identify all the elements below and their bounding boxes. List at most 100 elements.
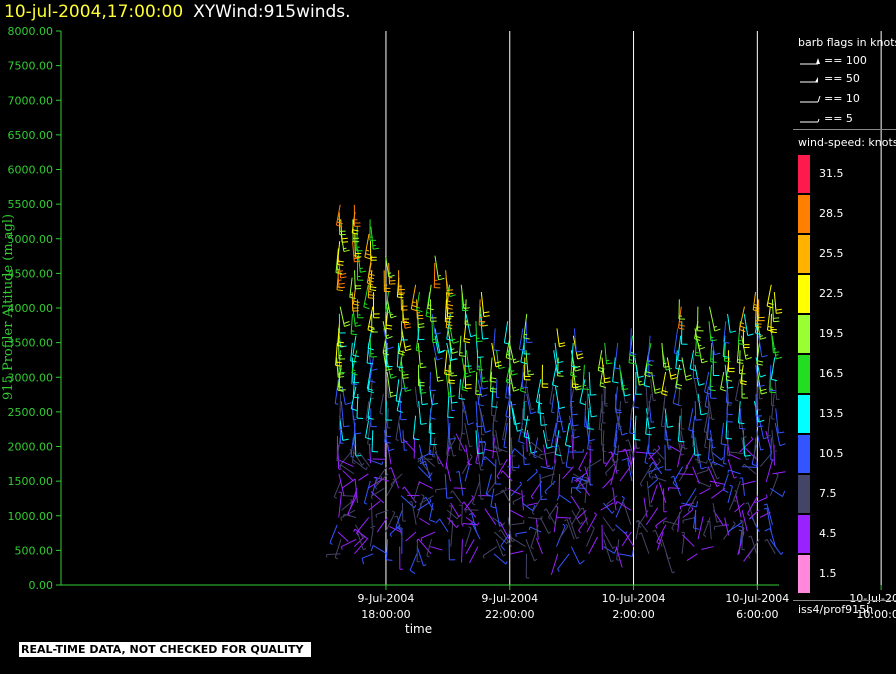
wind-barb-flag [766,305,773,309]
wind-barb [710,342,717,363]
wind-barb [337,255,347,279]
wind-barb-half-flag [638,380,642,383]
wind-barb [372,292,380,319]
wind-barb [523,357,531,381]
wind-barb-shaft [708,459,718,480]
wind-barb-flag [760,337,767,340]
wind-barb [489,357,497,383]
wind-barb [647,473,659,489]
wind-barb [428,502,436,523]
wind-barb [367,328,374,351]
wind-barb [741,524,745,551]
wind-barb [723,444,727,465]
wind-barb-half-flag [464,372,468,375]
wind-barb-flag [572,383,579,385]
wind-barb [673,328,681,355]
wind-barb-flag [500,545,506,551]
wind-barb-half-flag [480,415,485,417]
wind-barb-half-flag [681,446,685,449]
wind-barb-half-flag [482,555,485,559]
speed-legend-title: wind-speed: knots [798,136,896,149]
wind-barb [402,430,408,451]
wind-barb-shaft [614,386,618,410]
wind-barb-flag [413,438,420,441]
wind-barb [645,415,652,436]
wind-barb-flag [751,463,758,467]
wind-barb [727,313,737,333]
wind-barb [735,495,742,518]
wind-barb-shaft [526,386,532,410]
wind-barb-shaft [704,371,710,393]
wind-barb-flag [673,402,680,406]
wind-barb-shaft [682,509,694,518]
wind-barb [494,401,498,422]
wind-barb [396,386,404,413]
wind-barb-shaft [539,451,556,456]
wind-barb [708,401,716,421]
wind-barb-half-flag [511,370,515,372]
wind-barb [511,448,527,460]
wind-barb [666,357,678,380]
wind-barb-half-flag [357,452,360,456]
wind-barb [586,386,591,411]
wind-barb-half-flag [506,353,510,356]
wind-barb [521,490,525,511]
wind-barb-half-flag [735,399,739,402]
wind-barb-shaft [737,531,745,556]
wind-barb-half-flag [451,348,455,351]
wind-barb [386,299,397,319]
wind-barb-flag [427,307,434,311]
wind-barb [527,502,539,506]
wind-barb [350,437,355,458]
wind-barb-shaft [475,430,478,454]
wind-barb [555,523,566,547]
wind-barb [416,538,432,555]
wind-barb [484,448,497,453]
wind-barb-half-flag [504,487,507,491]
wind-barb-half-flag [388,467,392,470]
wind-barb-half-flag [579,521,583,525]
wind-barb [420,454,436,467]
wind-barb-half-flag [727,469,730,473]
wind-barb [604,342,613,365]
wind-barb-half-flag [703,534,707,537]
wind-barb [461,408,466,435]
wind-barb-shaft [545,508,556,526]
wind-barb-shaft [492,415,495,436]
wind-barb-flag [557,361,564,364]
x-tick-label: 2:00:00 [612,608,654,621]
wind-barb-shaft [603,546,615,554]
wind-barb [341,498,353,511]
barb-legend-label: == 5 [824,112,853,125]
wind-barb [672,379,680,406]
wind-barb-shaft [712,502,718,523]
wind-barb-shaft [748,509,760,520]
wind-barb-flag [409,569,416,575]
wind-barb [613,422,618,448]
wind-barb [663,488,667,513]
wind-barb [758,415,770,440]
wind-barb-flag [552,384,559,388]
wind-barb [369,241,377,261]
wind-barb [696,467,709,475]
wind-barb-half-flag [704,446,708,449]
wind-barb-flag [463,307,470,310]
wind-barb [752,292,760,312]
color-swatch [798,195,810,233]
wind-barb [386,371,397,398]
wind-barb-shaft [526,430,532,454]
wind-barb [511,520,525,526]
wind-barb [430,422,437,446]
wind-barb-half-flag [614,453,618,455]
wind-barb-shaft [571,434,574,460]
color-swatch [798,515,810,553]
wind-barb [711,451,724,461]
wind-barb-shaft [738,408,742,429]
wind-barb-flag [445,317,452,320]
wind-barb-half-flag [551,483,555,486]
wind-barb-shaft [479,408,486,433]
wind-barb-flag [730,330,737,333]
wind-barb-flag [776,356,783,360]
wind-barb [656,524,667,545]
wind-barb-half-flag [438,462,442,465]
